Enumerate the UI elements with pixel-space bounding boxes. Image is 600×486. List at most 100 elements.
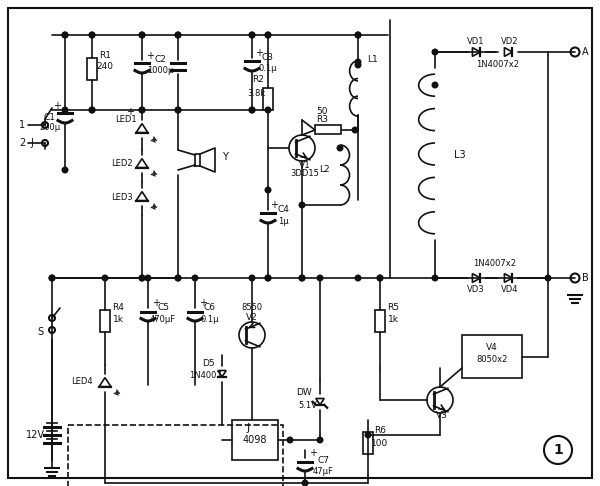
Bar: [462, 335, 522, 378]
Text: 470μF: 470μF: [150, 315, 176, 325]
Polygon shape: [505, 48, 512, 56]
Text: VD3: VD3: [467, 285, 485, 295]
Circle shape: [265, 275, 271, 281]
Text: C3: C3: [262, 53, 274, 63]
Text: R4: R4: [112, 303, 124, 312]
Bar: [100, 310, 110, 332]
Circle shape: [139, 107, 145, 113]
Circle shape: [175, 107, 181, 113]
Text: 3DD15: 3DD15: [290, 169, 319, 177]
Text: C6: C6: [204, 303, 216, 312]
Text: 1k: 1k: [113, 315, 124, 325]
Text: +: +: [126, 107, 134, 117]
Circle shape: [175, 32, 181, 38]
Circle shape: [317, 275, 323, 281]
Text: 47μF: 47μF: [313, 467, 334, 475]
Bar: [68, 425, 283, 486]
Text: 5.1V: 5.1V: [299, 400, 317, 410]
Text: +: +: [53, 101, 61, 111]
Text: 1N4007x2: 1N4007x2: [476, 60, 520, 69]
Circle shape: [62, 32, 68, 38]
Circle shape: [317, 437, 323, 443]
Circle shape: [265, 187, 271, 193]
Circle shape: [352, 127, 358, 133]
Polygon shape: [316, 399, 324, 405]
Text: 1: 1: [19, 120, 25, 130]
Text: L1: L1: [367, 55, 377, 65]
Text: V2: V2: [246, 313, 258, 323]
Text: R1: R1: [99, 52, 111, 60]
Text: LED4: LED4: [71, 378, 93, 386]
Polygon shape: [472, 274, 481, 282]
Bar: [375, 310, 385, 332]
Circle shape: [175, 32, 181, 38]
Circle shape: [175, 275, 181, 281]
Circle shape: [299, 202, 305, 208]
Circle shape: [102, 275, 108, 281]
Circle shape: [249, 32, 255, 38]
Circle shape: [49, 275, 55, 281]
Text: VD1: VD1: [467, 37, 485, 47]
Circle shape: [299, 275, 305, 281]
Bar: [87, 58, 97, 80]
Text: VD2: VD2: [501, 37, 519, 47]
Circle shape: [249, 275, 255, 281]
Polygon shape: [99, 378, 111, 386]
Circle shape: [365, 432, 371, 438]
Text: A: A: [581, 47, 589, 57]
Text: VD4: VD4: [501, 285, 519, 295]
Text: J: J: [31, 138, 34, 148]
Bar: [263, 88, 273, 110]
Circle shape: [89, 107, 95, 113]
Circle shape: [377, 275, 383, 281]
Text: 1N4007: 1N4007: [188, 370, 221, 380]
Text: 100: 100: [371, 438, 389, 448]
Text: V4: V4: [486, 344, 498, 352]
Text: C4: C4: [277, 206, 289, 214]
Text: R5: R5: [387, 303, 399, 312]
Text: +: +: [270, 200, 278, 210]
Text: R6: R6: [374, 426, 386, 434]
Text: J: J: [247, 423, 250, 433]
Text: C1: C1: [44, 112, 56, 122]
Text: LED2: LED2: [111, 159, 133, 169]
Circle shape: [265, 32, 271, 38]
Text: 50: 50: [316, 107, 328, 117]
Text: 1000μ: 1000μ: [147, 67, 173, 75]
Text: +: +: [152, 298, 160, 308]
Text: C7: C7: [317, 455, 329, 465]
Circle shape: [175, 107, 181, 113]
Circle shape: [89, 107, 95, 113]
Polygon shape: [505, 274, 512, 282]
Bar: [232, 420, 278, 460]
Circle shape: [139, 275, 145, 281]
Circle shape: [355, 32, 361, 38]
Circle shape: [62, 107, 68, 113]
Text: R2: R2: [252, 75, 264, 85]
Text: D5: D5: [202, 359, 214, 367]
Text: 3.8k: 3.8k: [247, 89, 265, 99]
Circle shape: [175, 275, 181, 281]
Text: L2: L2: [319, 166, 329, 174]
Circle shape: [265, 107, 271, 113]
Circle shape: [139, 32, 145, 38]
Circle shape: [249, 107, 255, 113]
Polygon shape: [136, 123, 148, 133]
Text: 1: 1: [553, 443, 563, 457]
Circle shape: [265, 32, 271, 38]
Text: L3: L3: [454, 150, 466, 160]
Circle shape: [192, 275, 198, 281]
Circle shape: [249, 32, 255, 38]
Text: 1k: 1k: [388, 315, 398, 325]
Circle shape: [287, 437, 293, 443]
Text: 2: 2: [19, 138, 25, 148]
Circle shape: [89, 32, 95, 38]
Circle shape: [355, 62, 361, 68]
Circle shape: [355, 275, 361, 281]
Circle shape: [377, 275, 383, 281]
Circle shape: [432, 49, 438, 55]
Text: LED1: LED1: [115, 116, 137, 124]
Text: S: S: [37, 327, 43, 337]
Circle shape: [337, 145, 343, 151]
Circle shape: [139, 32, 145, 38]
